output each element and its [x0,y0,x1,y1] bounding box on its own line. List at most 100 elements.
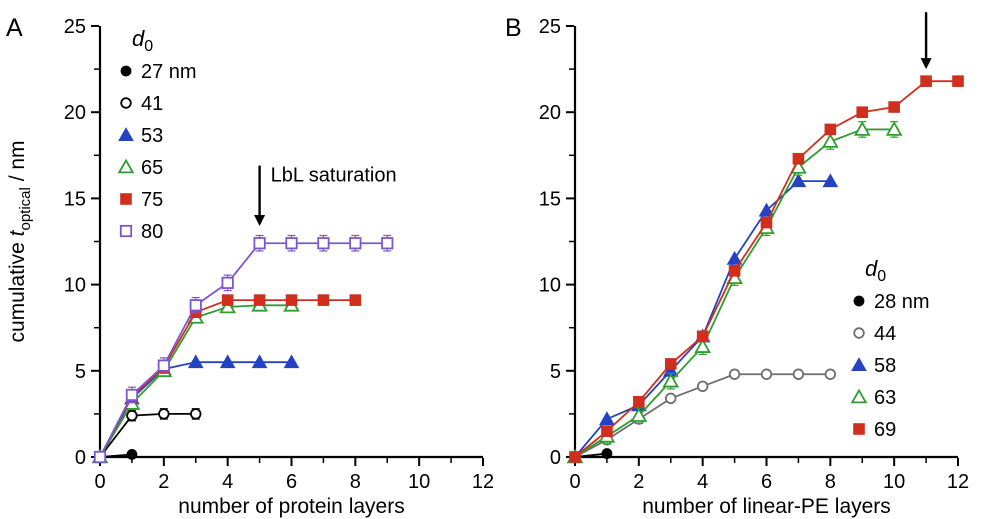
marker-triangle-filled [251,354,268,369]
marker-circle-open [190,408,202,420]
annotation-text: LbL saturation [271,165,397,187]
marker-triangle-filled [118,127,134,141]
x-tick-label: 8 [825,471,836,493]
x-axis-label: number of linear-PE layers [642,495,891,518]
x-axis-label: number of protein layers [178,495,404,518]
marker-square-filled [920,75,932,87]
axes [566,25,959,466]
marker-square-filled [760,216,773,229]
panel-a-chart: 0 2 4 6 8 10 12 0 5 10 15 20 25 number of protein lay… [6,14,494,518]
x-tick-label: 12 [947,471,969,493]
marker-circle-open [760,368,773,380]
marker-triangle-open [694,338,712,353]
marker-square-open [349,237,362,250]
marker-triangle-filled [822,173,839,188]
series-80 [93,234,394,464]
x-tick-label: 0 [569,471,580,493]
y-tick-label: 20 [539,102,561,124]
marker-square-filled [853,423,865,435]
x-tick-label: 2 [158,471,169,493]
x-tick-label: 0 [94,471,105,493]
y-axis-label: cumulative toptical / nm [6,140,34,342]
marker-square-filled [349,294,362,306]
marker-triangle-filled [283,354,300,369]
legend-label: 69 [874,419,896,441]
x-tick-label: 10 [883,471,905,493]
legend-title: d0 [865,256,886,285]
marker-triangle-filled [851,357,867,371]
marker-square-filled [952,75,964,87]
marker-circle-open [792,368,805,380]
x-tick-label: 8 [350,471,361,493]
series-65 [91,296,300,464]
marker-circle-filled [126,449,138,460]
marker-circle-filled [601,448,613,459]
marker-square-filled [569,451,581,463]
x-tick-label: 2 [633,471,644,493]
y-tick-label: 10 [64,275,86,297]
series-63 [566,121,903,464]
x-tick-label: 6 [761,471,772,493]
legend-label: 44 [874,323,896,345]
marker-triangle-open [219,298,237,314]
saturation-arrow [254,165,266,226]
marker-square-open [381,237,394,250]
marker-circle-open [853,327,865,339]
x-tick-label: 4 [697,471,708,493]
marker-square-open [189,299,202,312]
marker-square-open [221,276,234,289]
marker-circle-filled [120,65,132,77]
series-58 [567,173,839,463]
legend-label: 58 [874,355,896,377]
marker-square-filled [120,193,132,205]
x-tick-label: 12 [472,471,494,493]
legend-title: d0 [132,26,153,55]
marker-triangle-open [630,407,648,422]
marker-square-filled [664,358,677,370]
axes [91,25,484,466]
marker-square-filled [792,152,805,165]
marker-triangle-open [662,372,680,388]
marker-square-filled [888,101,900,113]
y-tick-label: 5 [75,361,86,383]
marker-triangle-open [821,133,839,148]
marker-triangle-filled [599,411,615,426]
marker-triangle-open [885,121,903,136]
legend-label: 27 nm [141,61,197,83]
x-tick-label: 10 [408,471,430,493]
y-tick-label: 15 [539,188,561,210]
panel-b-chart: 0 2 4 6 8 10 12 0 5 10 15 20 25 number of linear-PE l… [505,12,969,518]
legend: d0 28 nm 44 58 63 69 [850,256,930,441]
marker-square-open [285,237,298,250]
marker-square-open [317,237,330,250]
series-44 [569,368,837,463]
marker-triangle-filled [187,354,204,369]
y-tick-label: 5 [550,361,561,383]
marker-square-filled [317,294,330,306]
marker-triangle-open [117,158,135,174]
marker-circle-open [126,409,138,422]
x-tick-label: 4 [222,471,233,493]
y-tick-label: 15 [64,188,86,210]
marker-square-filled [221,294,234,306]
panel-label: B [505,14,522,42]
y-tick-label: 0 [75,447,86,469]
legend-label: 53 [141,125,163,147]
marker-circle-open [665,392,677,405]
legend-label: 28 nm [874,291,930,313]
marker-circle-open [158,408,170,420]
marker-square-filled [856,106,869,118]
legend-label: 75 [141,189,163,211]
legend: d0 27 nm 41 53 65 75 80 [117,26,197,243]
legend-label: 80 [141,221,163,243]
marker-square-filled [696,330,709,343]
marker-circle-open [120,97,132,109]
y-tick-label: 20 [64,102,86,124]
marker-triangle-open [853,121,871,136]
marker-triangle-filled [219,354,236,369]
marker-square-open [93,450,107,464]
marker-square-filled [824,123,837,136]
marker-triangle-open [850,388,868,404]
marker-triangle-filled [758,202,775,217]
